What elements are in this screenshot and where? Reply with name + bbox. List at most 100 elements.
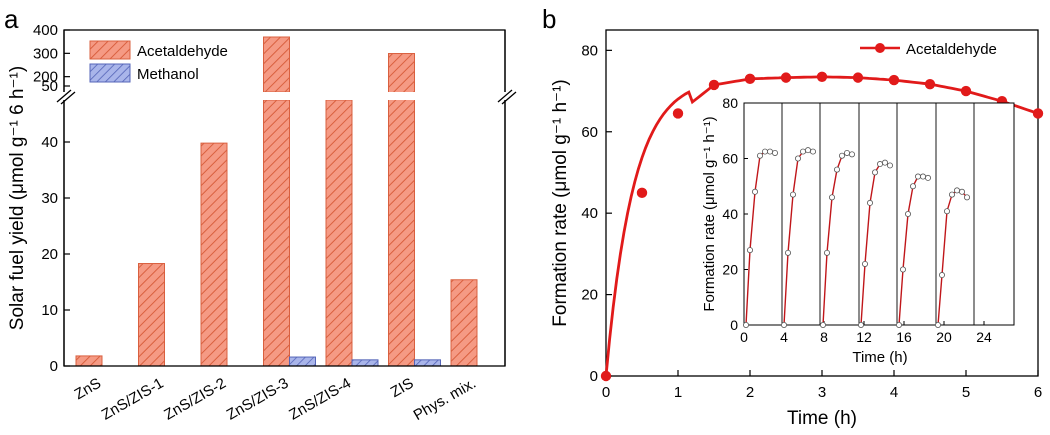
y-tick-label: 400	[33, 22, 58, 39]
inset-data-point	[944, 208, 951, 215]
inset-x-tick-label: 0	[740, 329, 748, 345]
data-point	[1032, 108, 1044, 119]
panel-b-x-axis-label: Time (h)	[787, 408, 857, 429]
legend-label-b-acetaldehyde: Acetaldehyde	[906, 41, 997, 58]
inset-data-point	[935, 321, 942, 328]
inset-data-point	[905, 210, 912, 217]
y-tick-label: 20	[581, 287, 598, 304]
x-tick-label: 6	[1034, 384, 1042, 401]
x-tick-label: ZnS/ZIS-4	[286, 375, 354, 424]
y-tick-label: 10	[41, 302, 58, 319]
data-point	[960, 85, 972, 97]
inset-data-point	[872, 169, 879, 176]
legend-label-methanol: Methanol	[137, 66, 199, 83]
inset-data-point	[954, 187, 961, 194]
bar-acetaldehyde	[325, 99, 353, 367]
x-tick-label: ZIS	[388, 375, 417, 401]
inset-x-tick-label: 16	[896, 329, 912, 345]
panel-a-bars	[75, 36, 478, 367]
inset-x-tick-label: 20	[936, 329, 952, 345]
legend-swatch-methanol	[89, 63, 131, 83]
inset-data-point	[790, 191, 797, 198]
inset-x-tick-label: 12	[856, 329, 872, 345]
inset-data-point	[964, 194, 971, 201]
inset-data-point	[839, 152, 846, 159]
panel-b-label: b	[542, 4, 556, 34]
bar-acetaldehyde-upper	[263, 36, 290, 93]
bar-acetaldehyde	[200, 142, 228, 367]
legend-marker-acetaldehyde	[875, 43, 885, 53]
inset-x-tick-label: 4	[780, 329, 788, 345]
inset-y-axis-label: Formation rate (μmol g⁻¹ h⁻¹)	[701, 116, 718, 311]
inset-data-point	[781, 321, 788, 328]
inset-data-point	[844, 149, 851, 156]
inset-data-point	[925, 174, 932, 181]
x-tick-label: ZnS/ZIS-2	[161, 375, 229, 424]
inset-data-point	[939, 272, 946, 279]
inset-frame	[743, 102, 1015, 326]
inset-data-point	[920, 173, 927, 180]
panel-a-y-axis-label: Solar fuel yield (μmol g⁻¹ 6 h⁻¹)	[7, 66, 28, 330]
inset-data-point	[824, 249, 831, 256]
y-tick-label: 60	[581, 124, 598, 141]
y-tick-label: 80	[581, 42, 598, 59]
panel-a-label: a	[4, 4, 19, 34]
inset-y-tick-label: 80	[722, 95, 738, 111]
inset-data-point	[896, 321, 903, 328]
bar-acetaldehyde	[263, 99, 290, 367]
inset-data-point	[900, 266, 907, 273]
inset-data-point	[785, 249, 792, 256]
inset-data-point	[849, 151, 856, 158]
x-tick-label: 1	[674, 384, 682, 401]
inset-x-tick-label: 8	[820, 329, 828, 345]
inset-data-point	[810, 148, 817, 155]
inset-data-point	[910, 183, 917, 190]
inset-data-point	[858, 321, 865, 328]
x-tick-label: ZnS/ZIS-1	[99, 375, 167, 424]
bar-methanol	[414, 359, 441, 367]
y-tick-label: 0	[50, 358, 58, 375]
inset-y-tick-label: 20	[722, 262, 738, 278]
inset-x-axis-label: Time (h)	[852, 349, 907, 366]
inset-data-point	[772, 149, 779, 156]
axis-break-gap	[60, 92, 510, 100]
inset-content: 0 4 8 12 16 20 24 0 20 40 60 80	[722, 95, 992, 345]
bar-acetaldehyde	[450, 279, 478, 367]
axis-break-mark	[501, 91, 517, 105]
x-tick-label: 4	[890, 384, 898, 401]
inset-y-tick-label: 0	[730, 317, 738, 333]
inset-data-point	[834, 166, 841, 173]
panel-b-y-axis-label: Formation rate (μmol g⁻¹ h⁻¹)	[550, 79, 571, 326]
data-point	[672, 108, 684, 119]
inset-data-point	[877, 161, 884, 168]
y-tick-label: 40	[41, 134, 58, 151]
bar-methanol	[351, 359, 379, 367]
inset-data-point	[795, 155, 802, 162]
inset-data-point	[757, 152, 764, 159]
x-tick-label: 3	[818, 384, 826, 401]
data-point	[600, 370, 612, 382]
inset-data-point	[747, 247, 754, 254]
data-point	[888, 74, 900, 86]
data-point	[924, 78, 936, 90]
inset-data-point	[820, 321, 827, 328]
inset-data-point	[862, 260, 869, 267]
inset-x-tick-label: 24	[976, 329, 992, 345]
y-tick-label: 40	[581, 205, 598, 222]
axis-break-marks	[56, 30, 517, 366]
inset-data-point	[752, 188, 759, 195]
x-tick-label: 5	[962, 384, 970, 401]
x-tick-label: Phys. mix.	[411, 375, 479, 424]
x-tick-label: 0	[602, 384, 610, 401]
legend-label-acetaldehyde: Acetaldehyde	[137, 43, 228, 60]
inset-y-tick-label: 40	[722, 206, 738, 222]
bar-methanol	[289, 356, 316, 367]
y-tick-label: 30	[41, 190, 58, 207]
data-point	[708, 79, 720, 91]
axis-break-mark	[56, 89, 72, 103]
data-point	[636, 187, 648, 199]
x-tick-label: ZnS	[72, 375, 104, 403]
